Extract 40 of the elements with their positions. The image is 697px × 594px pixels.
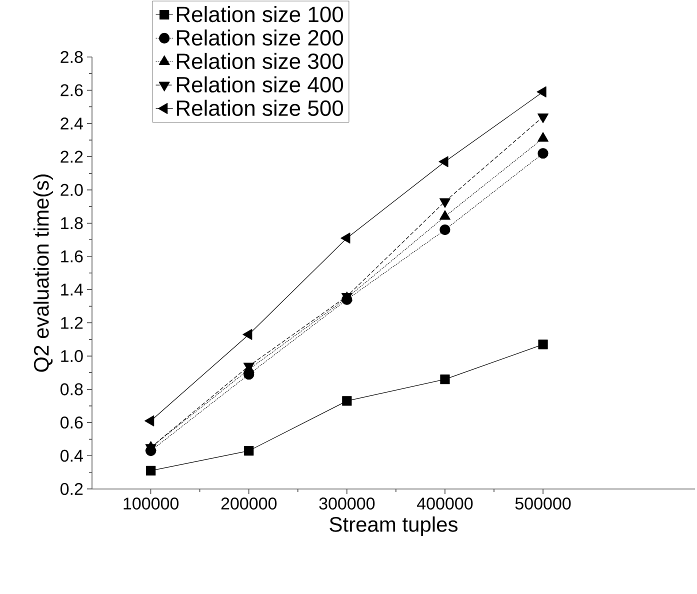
x-tick-label: 200000 xyxy=(221,498,277,510)
y-tick-label: 2.8 xyxy=(60,50,83,64)
x-tick-label: 100000 xyxy=(124,498,179,510)
y-tick-label: 0.6 xyxy=(60,416,83,429)
y-tick-label: 0.2 xyxy=(60,482,83,496)
x-axis-title: Stream tuples xyxy=(330,516,458,536)
point xyxy=(440,374,450,384)
point xyxy=(144,415,154,426)
point xyxy=(440,224,450,236)
point xyxy=(538,340,548,350)
legend-label: Relation size 400 xyxy=(176,76,344,93)
y-tick-label: 1.2 xyxy=(61,316,83,329)
point xyxy=(538,148,548,159)
y-tick-label: 1.4 xyxy=(61,284,83,296)
x-tick-label: 500000 xyxy=(515,498,571,510)
point xyxy=(342,396,352,406)
point xyxy=(244,446,254,456)
y-tick-label: 1.6 xyxy=(61,250,83,262)
y-tick-label: 2.0 xyxy=(60,184,83,196)
legend-label: Relation size 200 xyxy=(176,29,344,46)
y-tick-label: 2.4 xyxy=(60,118,83,130)
point xyxy=(538,132,549,142)
y-tick-label: 1.8 xyxy=(61,217,83,230)
x-tick-label: 300000 xyxy=(319,498,375,510)
y-axis-title: Q2 evaluation time(s) xyxy=(33,174,53,372)
y-tick-label: 1.0 xyxy=(61,350,83,362)
y-tick-label: 0.4 xyxy=(60,450,83,462)
legend-label: Relation size 300 xyxy=(176,52,344,70)
point xyxy=(439,210,450,220)
point xyxy=(536,86,546,98)
legend-label: Relation size 500 xyxy=(176,100,344,116)
point xyxy=(438,156,448,168)
x-tick-label: 400000 xyxy=(417,498,473,510)
legend-label: Relation size 100 xyxy=(176,6,344,22)
y-tick-label: 2.6 xyxy=(60,84,83,96)
point xyxy=(146,466,156,476)
y-tick-label: 2.2 xyxy=(60,150,83,163)
point xyxy=(242,328,252,340)
point xyxy=(340,232,350,244)
y-tick-label: 0.8 xyxy=(60,383,83,396)
